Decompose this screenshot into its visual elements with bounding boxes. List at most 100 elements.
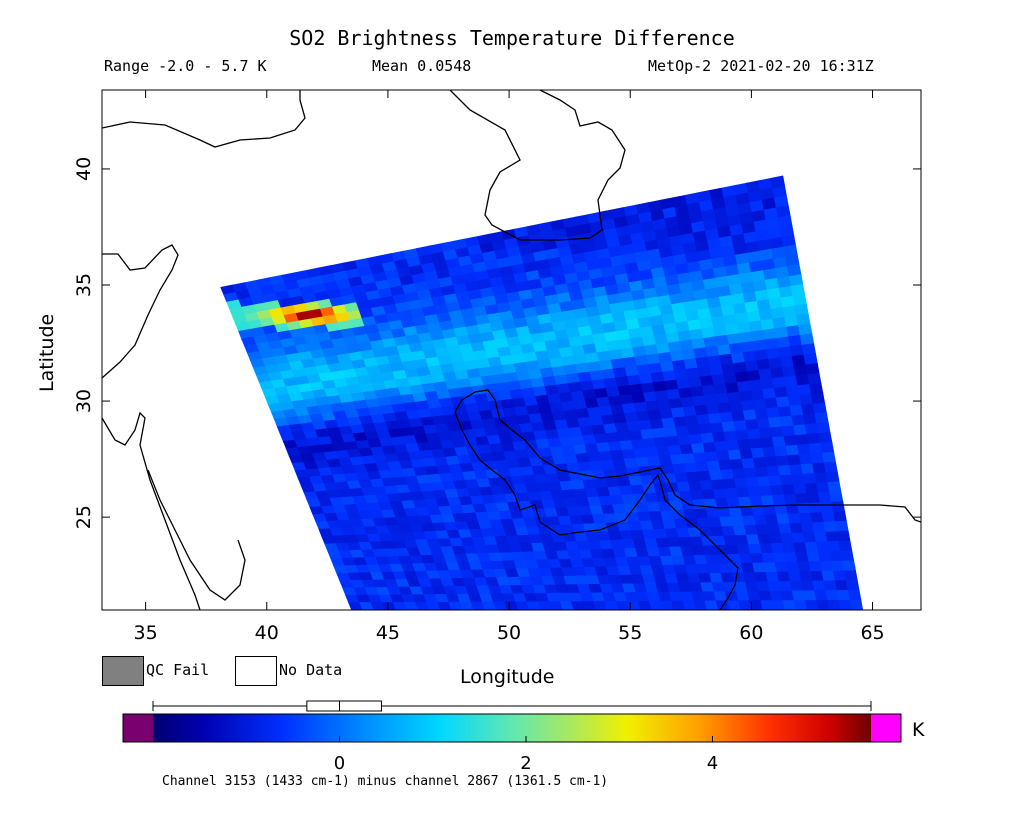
colorbar: 0 2 4 [122, 700, 902, 774]
heatmap-cell [392, 602, 408, 610]
heatmap-cell [660, 361, 675, 373]
heatmap-cell [787, 334, 803, 347]
heatmap-cell [741, 457, 756, 469]
heatmap-cell [753, 514, 768, 526]
heatmap-cell [779, 474, 794, 486]
heatmap-cell [649, 600, 664, 610]
heatmap-cell [758, 485, 773, 497]
heatmap-cell [742, 350, 758, 363]
heatmap-cell [806, 551, 821, 563]
heatmap-cell [737, 496, 753, 508]
heatmap-cell [414, 601, 430, 610]
heatmap-cell [808, 502, 823, 514]
heatmap-cell [695, 356, 711, 369]
heatmap-cell [780, 295, 795, 308]
heatmap-cell [744, 300, 760, 314]
heatmap-cell [723, 430, 738, 442]
heatmap-cell [827, 481, 842, 493]
heatmap-cell [774, 326, 789, 339]
heatmap-cell [760, 600, 775, 610]
heatmap-cell [689, 328, 704, 341]
heatmap-cell [766, 407, 781, 419]
heatmap-cell [736, 321, 752, 334]
heatmap-cell [727, 391, 742, 403]
heatmap-cell [752, 339, 767, 352]
heatmap-cell [783, 493, 798, 505]
heatmap-cell [696, 414, 711, 426]
y-tick-label: 35 [73, 273, 95, 297]
heatmap-cell [459, 601, 475, 610]
heatmap-cell [814, 531, 828, 543]
heatmap-cell [737, 438, 752, 451]
heatmap-cell [672, 416, 688, 428]
heatmap-cell [815, 541, 830, 553]
heatmap-cell [838, 599, 853, 610]
heatmap-cell [812, 521, 827, 533]
heatmap-cell [760, 495, 775, 507]
heatmap-cell [768, 297, 784, 310]
heatmap-cell [663, 426, 678, 438]
y-tick-label: 30 [73, 389, 95, 413]
x-tick-label: 35 [134, 622, 158, 644]
heatmap-cell [755, 524, 770, 535]
heatmap-cell [772, 316, 787, 330]
heatmap-cell [676, 378, 691, 390]
heatmap-cell [845, 580, 860, 591]
x-tick-label: 50 [497, 622, 521, 644]
heatmap-cell [799, 571, 813, 582]
heatmap-cell [748, 320, 764, 333]
heatmap-cell [771, 600, 786, 610]
heatmap-cell [814, 472, 829, 484]
heatmap-cell [713, 325, 728, 338]
colorbar-tick-label: 4 [707, 753, 718, 774]
coastline-mediterranean [102, 244, 179, 379]
heatmap-cell [659, 408, 674, 420]
heatmap-cell [781, 425, 796, 437]
heatmap-cell [746, 369, 761, 382]
heatmap-cell [685, 367, 701, 379]
heatmap-cell [740, 399, 756, 412]
y-axis: 25 30 35 40 [73, 157, 921, 529]
heatmap-cell [692, 395, 707, 407]
heatmap-cell [756, 417, 771, 430]
heatmap-cell [426, 601, 441, 610]
heatmap-cell [775, 455, 790, 467]
x-tick-label: 65 [860, 622, 884, 644]
heatmap-cell [674, 368, 689, 381]
heatmap-cell [725, 382, 740, 394]
heatmap-cell [735, 487, 751, 498]
heatmap-cell [799, 393, 814, 406]
heatmap-cell [793, 364, 808, 377]
heatmap-cell [776, 336, 791, 349]
heatmap-cell [515, 601, 530, 610]
heatmap-cell [798, 453, 813, 465]
heatmap-cell [654, 390, 670, 402]
heatmap-cell [760, 437, 775, 449]
heatmap-cell [738, 600, 753, 610]
coastline-red-sea-west [102, 411, 201, 610]
heatmap-cell [754, 289, 770, 302]
plot-frame [101, 89, 922, 611]
heatmap-cell [779, 355, 795, 368]
heatmap-cell [804, 482, 819, 494]
heatmap-cell [760, 378, 775, 390]
heatmap-cell [743, 467, 758, 479]
heatmap-cell [682, 600, 697, 610]
heatmap-cell [791, 414, 806, 427]
x-tick-label: 60 [739, 622, 763, 644]
heatmap-cell [712, 431, 727, 443]
heatmap-cell [793, 600, 808, 610]
heatmap-cell [791, 473, 806, 485]
heatmap-cell [819, 501, 834, 513]
heatmap-cell [704, 600, 719, 610]
heatmap-cell [797, 323, 813, 336]
heatmap-cell [653, 333, 669, 345]
heatmap-cell [849, 599, 864, 610]
heatmap-cell [834, 520, 849, 532]
heatmap-cell [816, 599, 830, 610]
heatmap-cell [778, 346, 793, 359]
heatmap-cell [722, 478, 737, 490]
coastline-caspian-east [449, 90, 626, 241]
heatmap-cell [694, 404, 709, 416]
heatmap-cell [815, 482, 830, 494]
